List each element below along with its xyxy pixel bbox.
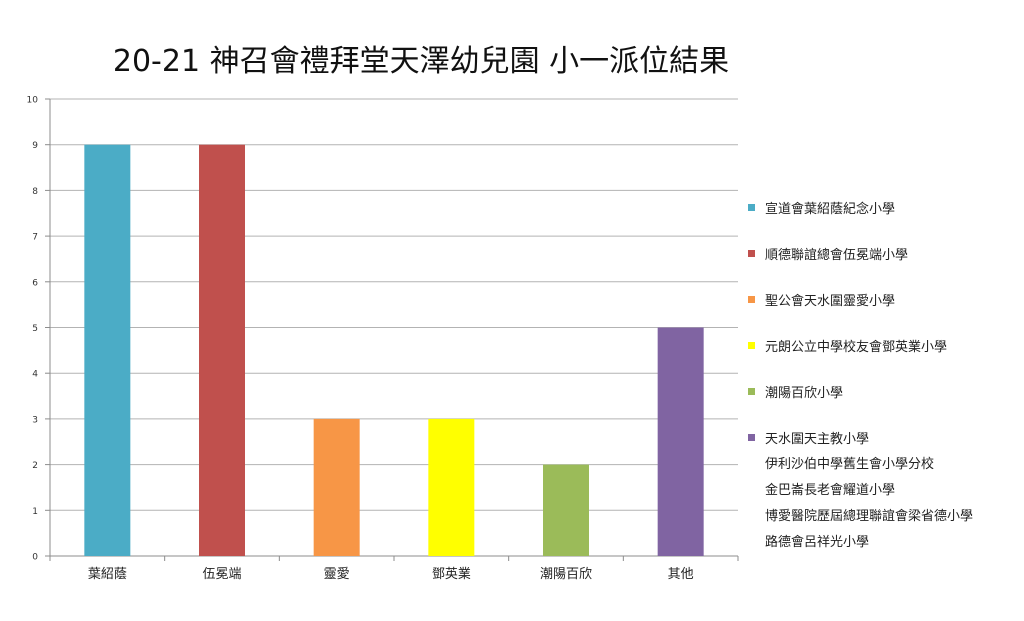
legend-item: 元朗公立中學校友會鄧英業小學	[748, 334, 1018, 357]
y-tick-label: 7	[32, 233, 38, 243]
bar-2	[199, 144, 245, 556]
legend-label: 天水圍天主教小學	[765, 432, 870, 447]
y-tick-label: 6	[32, 278, 38, 288]
legend-swatch	[748, 296, 755, 303]
x-tick-label: 伍冕端	[202, 567, 241, 582]
axes	[45, 98, 739, 561]
chart-title: 20-21 神召會禮拜堂天澤幼兒園 小一派位結果	[112, 44, 730, 79]
legend-swatch	[748, 342, 755, 349]
x-tick-label: 葉紹蔭	[88, 567, 127, 582]
y-tick-label: 0	[32, 553, 38, 563]
y-tick-label: 8	[32, 187, 38, 197]
legend-label: 潮陽百欣小學	[765, 386, 844, 401]
legend-swatch	[748, 204, 755, 211]
legend-label: 順德聯誼總會伍冕端小學	[765, 248, 909, 263]
bar-6	[657, 327, 704, 556]
bars	[84, 144, 704, 556]
legend-extra-line: 路德會呂祥光小學	[765, 534, 870, 550]
bar-4	[428, 418, 475, 556]
x-tick-label: 其他	[668, 567, 694, 582]
x-tick-label: 潮陽百欣	[540, 567, 592, 582]
legend: 宣道會葉紹蔭紀念小學 順德聯誼總會伍冕端小學 聖公會天水圍靈愛小學 元朗公立中學…	[748, 196, 1018, 553]
tick-labels: 0 1 2 3 4 5 6 7 8 9 10 葉紹蔭 伍冕端 靈愛 鄧英業 潮陽百欣 其他	[27, 96, 694, 583]
y-tick-label: 2	[32, 461, 38, 471]
legend-label: 元朗公立中學校友會鄧英業小學	[765, 340, 948, 355]
x-tick-label: 靈愛	[324, 567, 350, 582]
gridlines	[50, 98, 738, 511]
y-tick-label: 10	[27, 96, 39, 106]
legend-label: 宣道會葉紹蔭紀念小學	[765, 202, 896, 217]
y-tick-label: 1	[32, 507, 38, 517]
bar-3	[313, 418, 360, 556]
legend-item: 順德聯誼總會伍冕端小學	[748, 242, 1018, 265]
legend-swatch	[748, 250, 755, 257]
y-tick-label: 9	[32, 141, 38, 151]
legend-item: 聖公會天水圍靈愛小學	[748, 288, 1018, 311]
legend-item: 天水圍天主教小學	[748, 426, 1018, 449]
bar-5	[543, 464, 589, 556]
legend-item: 潮陽百欣小學	[748, 380, 1018, 403]
bar-1	[84, 144, 131, 556]
legend-extra-line: 博愛醫院歷屆總理聯誼會梁省德小學	[765, 508, 974, 524]
y-tick-label: 3	[32, 415, 38, 425]
legend-item: 宣道會葉紹蔭紀念小學	[748, 196, 1018, 219]
x-tick-label: 鄧英業	[432, 566, 471, 582]
legend-extra-line: 伊利沙伯中學舊生會小學分校	[765, 456, 935, 472]
legend-swatch	[748, 434, 755, 441]
y-tick-label: 5	[32, 324, 38, 334]
legend-swatch	[748, 388, 755, 395]
legend-label: 聖公會天水圍靈愛小學	[765, 294, 896, 309]
legend-extra-line: 金巴崙長老會耀道小學	[765, 482, 896, 498]
y-tick-label: 4	[32, 370, 38, 380]
